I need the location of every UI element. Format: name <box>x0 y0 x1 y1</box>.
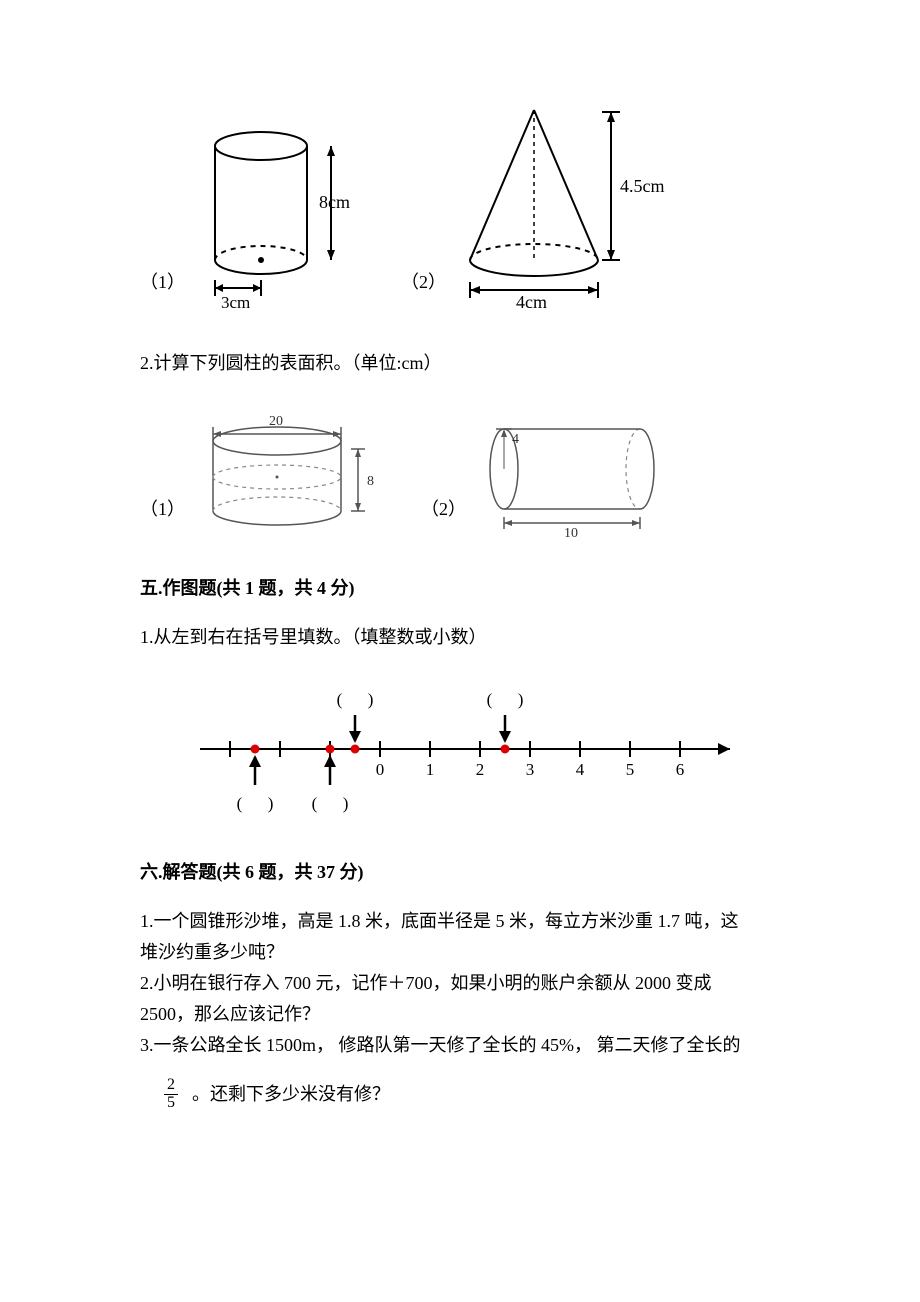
cylinder-horiz-svg: 4 10 <box>472 407 672 537</box>
figure-3-cylinder-vert: （1） 20 <box>140 407 381 537</box>
cone-height-label: 4.5cm <box>620 176 665 196</box>
q1-line2: 堆沙约重多少吨？ <box>140 939 800 966</box>
cyl-height-label: 8cm <box>319 192 350 212</box>
frac-num: 2 <box>164 1077 178 1095</box>
q2-line2: 2500，那么应该记作？ <box>140 1001 800 1028</box>
section6-q1: 1.一个圆锥形沙堆，高是 1.8 米，底面半径是 5 米，每立方米沙重 1.7 … <box>140 908 800 1059</box>
cone-base-label: 4cm <box>516 292 547 310</box>
numberline-wrap: 0 1 2 3 4 5 6 <box>140 671 800 821</box>
bracket-top-1: ( ) <box>337 690 374 709</box>
cylinder-vert-svg: 20 8 <box>191 407 381 537</box>
fraction-2-5: 2 5 <box>164 1077 178 1112</box>
figure-4-label: （2） <box>421 496 466 537</box>
svg-text:1: 1 <box>426 760 435 779</box>
svg-text:2: 2 <box>476 760 485 779</box>
fraction-row: 2 5 。还剩下多少米没有修？ <box>164 1077 800 1112</box>
q2-heading: 2.计算下列圆柱的表面积。（单位:cm） <box>140 350 800 377</box>
svg-text:5: 5 <box>626 760 635 779</box>
q3-line1: 3.一条公路全长 1500m， 修路队第一天修了全长的 45%， 第二天修了全长… <box>140 1032 800 1059</box>
diam-label: 20 <box>269 414 283 429</box>
svg-text:0: 0 <box>376 760 385 779</box>
svg-text:6: 6 <box>676 760 685 779</box>
q2-line1: 2.小明在银行存入 700 元，记作＋700，如果小明的账户余额从 2000 变… <box>140 970 800 997</box>
figure-2-label: （2） <box>401 269 446 310</box>
figure-row-1: （1） 3cm 8cm <box>140 100 800 310</box>
figure-1-cylinder: （1） 3cm 8cm <box>140 110 361 310</box>
figure-2-cone: （2） 4.5cm <box>401 100 672 310</box>
figure-row-2: （1） 20 <box>140 407 800 537</box>
bracket-bot-1: ( ) <box>237 794 274 813</box>
svg-text:3: 3 <box>526 760 535 779</box>
section5-q1: 1.从左到右在括号里填数。（填整数或小数） <box>140 624 800 651</box>
cone-svg: 4.5cm 4cm <box>452 100 672 310</box>
h8-label: 8 <box>367 474 374 489</box>
len10-label: 10 <box>564 526 578 537</box>
section5-heading: 五.作图题(共 1 题，共 4 分) <box>140 575 800 602</box>
svg-text:4: 4 <box>576 760 585 779</box>
figure-3-label: （1） <box>140 496 185 537</box>
bracket-bot-2: ( ) <box>312 794 349 813</box>
r4-label: 4 <box>512 432 519 447</box>
frac-tail-text: 。还剩下多少米没有修？ <box>192 1081 390 1108</box>
figure-1-label: （1） <box>140 269 185 310</box>
q1-line1: 1.一个圆锥形沙堆，高是 1.8 米，底面半径是 5 米，每立方米沙重 1.7 … <box>140 908 800 935</box>
figure-4-cylinder-horiz: （2） 4 10 <box>421 407 672 537</box>
numberline-svg: 0 1 2 3 4 5 6 <box>190 671 750 821</box>
frac-den: 5 <box>164 1095 178 1112</box>
document-page: （1） 3cm 8cm <box>0 0 920 1192</box>
cylinder-svg: 3cm 8cm <box>191 110 361 310</box>
bracket-top-2: ( ) <box>487 690 524 709</box>
section6-heading: 六.解答题(共 6 题，共 37 分) <box>140 859 800 886</box>
cyl-radius-label: 3cm <box>221 293 250 310</box>
